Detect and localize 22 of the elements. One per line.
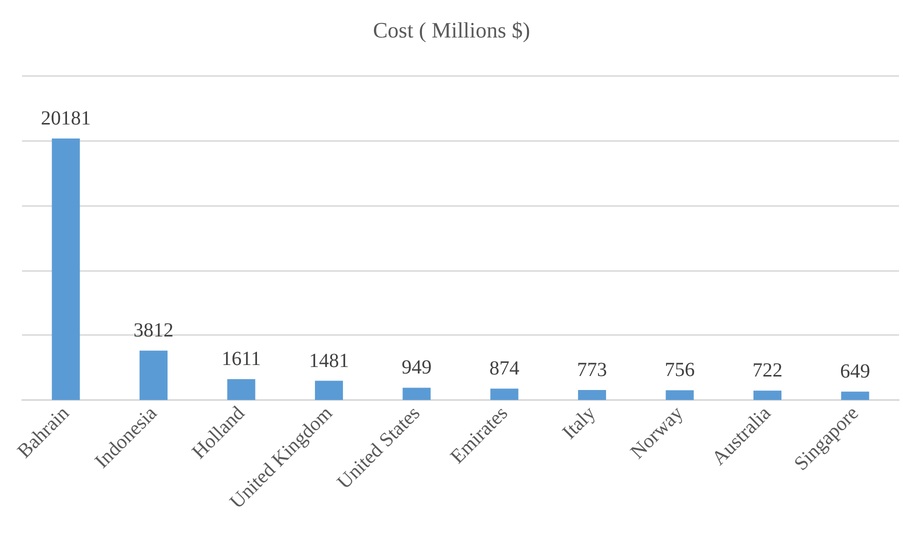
bar	[841, 392, 870, 400]
data-label: 3812	[134, 320, 174, 342]
bar	[140, 350, 168, 400]
x-tick-label: Italy	[558, 402, 600, 444]
data-label: 1611	[222, 348, 261, 370]
data-label: 722	[752, 360, 782, 382]
data-label: 756	[664, 359, 695, 382]
data-label: 20181	[40, 107, 91, 130]
chart-title: Cost ( Millions $)	[372, 18, 530, 42]
data-label: 874	[489, 358, 520, 380]
data-label: 649	[840, 360, 870, 383]
bar	[490, 388, 518, 400]
data-label: 949	[402, 356, 432, 379]
bar	[314, 380, 343, 400]
bar	[402, 388, 431, 400]
bar	[578, 390, 606, 400]
data-label: 773	[577, 358, 608, 381]
bar	[52, 138, 80, 400]
bar	[666, 390, 694, 400]
bar	[227, 379, 256, 400]
bar	[753, 390, 782, 400]
data-label: 1481	[308, 350, 349, 372]
